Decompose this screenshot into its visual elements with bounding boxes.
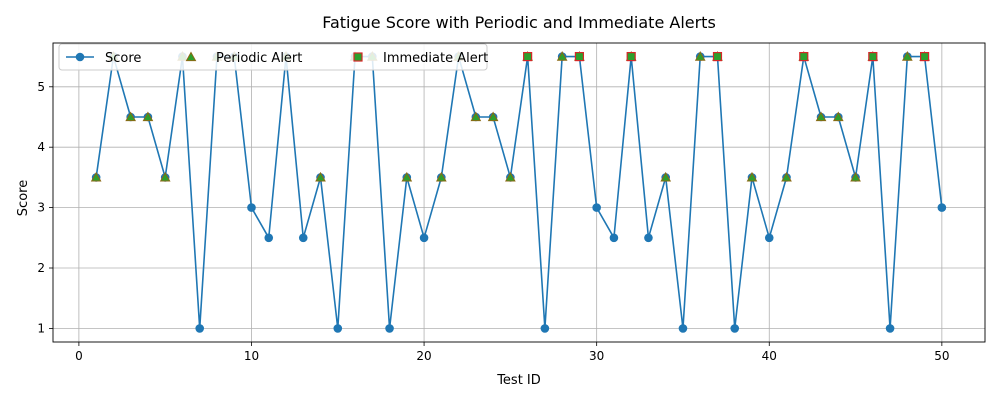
score-point (540, 324, 550, 333)
x-tick-label: 10 (244, 349, 259, 363)
periodic-alert-marker (159, 171, 171, 182)
grid-lines (53, 43, 985, 342)
periodic-alert-marker (505, 171, 516, 182)
periodic-alert-marker (815, 111, 827, 122)
periodic-alert-marker (746, 171, 758, 182)
immediate-alert-marker (574, 51, 585, 62)
score-point (764, 233, 774, 243)
periodic-alert-marker (470, 111, 482, 122)
y-tick-label: 1 (37, 321, 45, 335)
score-point (298, 233, 308, 243)
series-immediate-alert (523, 51, 930, 62)
score-point (247, 203, 256, 212)
periodic-alert-marker (694, 51, 706, 61)
periodic-alert-marker (832, 111, 844, 122)
immediate-alert-marker (919, 51, 930, 62)
legend-triangle-swatch (185, 51, 197, 62)
legend-item-immediate-alert: Immediate Alert (353, 51, 488, 66)
legend-label: Periodic Alert (216, 51, 302, 66)
y-axis-label: Score (16, 180, 31, 216)
x-tick-label: 20 (416, 349, 431, 363)
score-point (195, 324, 205, 333)
score-point (730, 324, 740, 333)
immediate-alert-marker (799, 51, 809, 62)
score-point (419, 233, 429, 243)
score-point (333, 324, 343, 333)
chart-title: Fatigue Score with Periodic and Immediat… (322, 13, 716, 32)
score-point (937, 203, 947, 212)
y-tick-label: 5 (37, 80, 45, 94)
periodic-alert-marker (125, 111, 137, 122)
periodic-alert-marker (660, 171, 672, 182)
legend: Score Periodic Alert Immediate Alert (58, 43, 488, 71)
periodic-alert-marker (781, 171, 792, 182)
score-point (678, 324, 688, 333)
score-point (644, 233, 653, 243)
periodic-alert-marker (487, 111, 499, 122)
x-axis-label: Test ID (496, 373, 541, 388)
periodic-alert-marker (401, 171, 413, 182)
periodic-alert-marker (850, 171, 861, 182)
score-point (609, 233, 619, 243)
immediate-alert-marker (712, 51, 723, 62)
score-line (95, 55, 943, 330)
legend-label: Score (105, 51, 141, 66)
periodic-alert-marker (142, 111, 154, 122)
x-tick-label: 0 (75, 349, 83, 363)
legend-circle-swatch (75, 52, 85, 62)
y-tick-label: 2 (37, 261, 45, 275)
y-tick-label: 4 (37, 140, 45, 154)
plot-area-frame (52, 42, 986, 343)
y-tick-label: 3 (37, 201, 45, 215)
periodic-alert-marker (315, 171, 326, 182)
immediate-alert-marker (523, 51, 533, 62)
x-tick-label: 50 (934, 349, 949, 363)
immediate-alert-marker (868, 51, 878, 62)
legend-item-score: Score (66, 51, 141, 66)
score-point (885, 324, 895, 333)
periodic-alert-marker (90, 171, 102, 182)
x-tick-label: 40 (762, 349, 777, 363)
periodic-alert-marker (435, 171, 447, 182)
axis-ticks: 0 10 20 30 40 50 1 2 3 4 5 (37, 80, 949, 363)
immediate-alert-marker (626, 51, 636, 62)
periodic-alert-marker (901, 51, 913, 61)
legend-label: Immediate Alert (383, 51, 488, 66)
legend-item-periodic-alert: Periodic Alert (185, 51, 302, 66)
x-tick-label: 30 (589, 349, 604, 363)
score-point (592, 203, 601, 212)
score-point (264, 233, 274, 243)
legend-square-swatch (353, 52, 363, 62)
score-point (385, 324, 394, 333)
periodic-alert-marker (556, 51, 568, 61)
legend-box (58, 43, 488, 71)
